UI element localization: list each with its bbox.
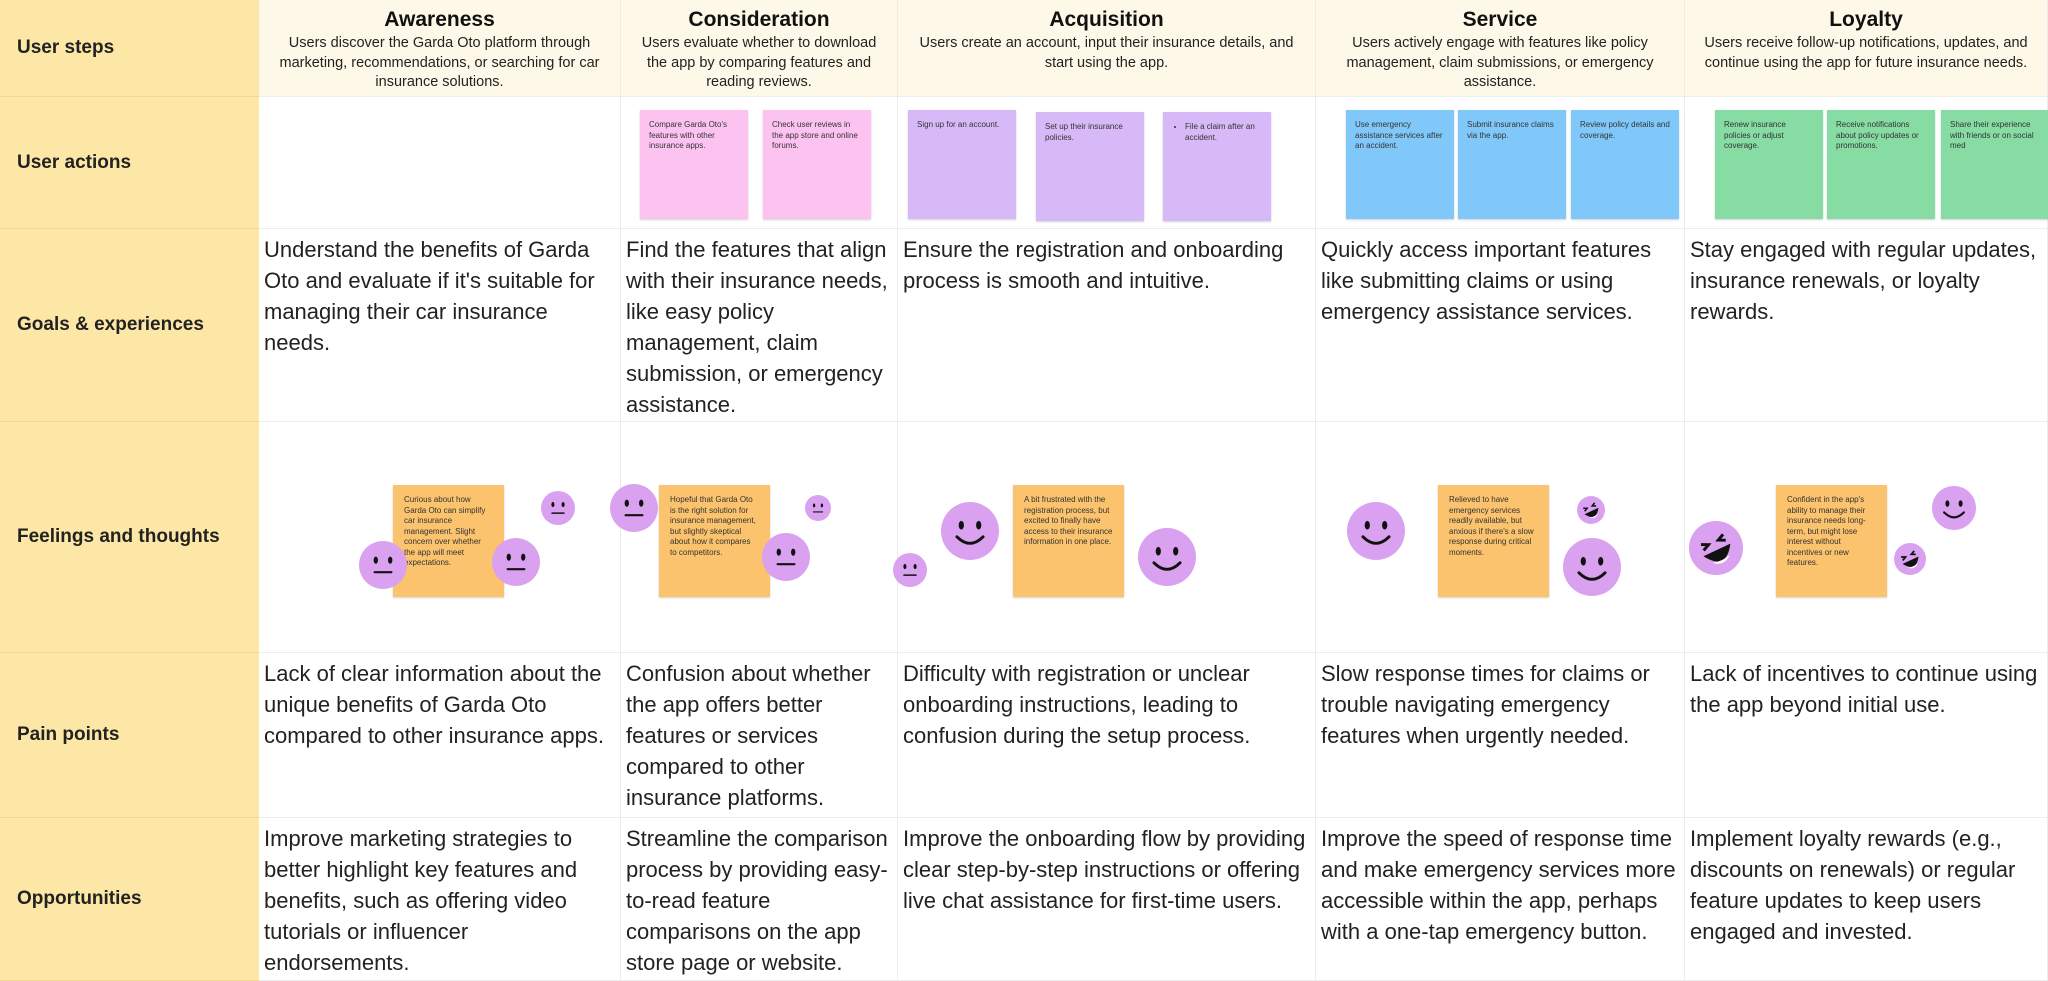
row-label: Feelings and thoughts — [0, 422, 259, 653]
emoji-face — [1894, 543, 1926, 575]
emoji-face — [805, 495, 831, 521]
goal: Ensure the registration and onboarding p… — [898, 229, 1316, 422]
emoji-face — [1563, 538, 1621, 596]
action-text: Compare Garda Oto's features with other … — [649, 120, 728, 150]
feeling-sticky: Hopeful that Garda Oto is the right solu… — [659, 485, 770, 597]
feeling-sticky: A bit frustrated with the registration p… — [1013, 485, 1124, 597]
action-text: Submit insurance claims via the app. — [1467, 120, 1554, 140]
emoji-face — [541, 491, 575, 525]
action-sticky: Share their experience with friends or o… — [1941, 110, 2048, 219]
emoji-face — [1932, 486, 1976, 530]
action-sticky: Renew insurance policies or adjust cover… — [1715, 110, 1823, 219]
stage-description: Users receive follow-up notifications, u… — [1704, 35, 2028, 71]
emoji-face — [1689, 521, 1743, 575]
emoji-face — [941, 502, 999, 560]
row-label: Goals & experiences — [0, 229, 259, 422]
feelings-cell — [259, 422, 621, 653]
action-text: Renew insurance policies or adjust cover… — [1724, 120, 1786, 150]
stage-description: Users create an account, input their ins… — [919, 35, 1294, 71]
stage-header: Service Users actively engage with featur… — [1316, 0, 1685, 97]
stage-header: Loyalty Users receive follow-up notificat… — [1685, 0, 2048, 97]
stage-description: Users actively engage with features like… — [1346, 35, 1654, 90]
stage-description: Users discover the Garda Oto platform th… — [279, 35, 600, 90]
stage-name: Awareness — [384, 8, 495, 31]
opportunity: Improve marketing strategies to better h… — [259, 818, 621, 981]
feelings-cell — [898, 422, 1316, 653]
stage-description: Users evaluate whether to download the a… — [641, 35, 877, 90]
action-sticky: Use emergency assistance services after … — [1346, 110, 1454, 219]
action-text: Use emergency assistance services after … — [1355, 120, 1443, 150]
action-text: Check user reviews in the app store and … — [772, 120, 858, 150]
emoji-face — [893, 553, 927, 587]
feeling-sticky: Confident in the app's ability to manage… — [1776, 485, 1887, 597]
stage-name: Acquisition — [1049, 8, 1164, 31]
emoji-face — [492, 538, 540, 586]
goal: Stay engaged with regular updates, insur… — [1685, 229, 2048, 422]
action-sticky: Compare Garda Oto's features with other … — [640, 110, 748, 219]
row-label: Pain points — [0, 653, 259, 818]
goal: Quickly access important features like s… — [1316, 229, 1685, 422]
action-sticky: Sign up for an account. — [908, 110, 1016, 219]
action-text: Set up their insurance policies. — [1045, 122, 1123, 142]
stage-name: Service — [1462, 8, 1538, 31]
action-text: File a claim after an accident. — [1185, 122, 1262, 143]
action-sticky: Submit insurance claims via the app. — [1458, 110, 1566, 219]
stage-header: Awareness Users discover the Garda Oto pl… — [259, 0, 621, 97]
emoji-face — [1577, 496, 1605, 524]
feelings-cell — [621, 422, 898, 653]
opportunity: Implement loyalty rewards (e.g., discoun… — [1685, 818, 2048, 981]
row-label: Opportunities — [0, 818, 259, 981]
actions-cell — [259, 97, 621, 229]
goal: Understand the benefits of Garda Oto and… — [259, 229, 621, 422]
action-sticky: Check user reviews in the app store and … — [763, 110, 871, 219]
pain-point: Slow response times for claims or troubl… — [1316, 653, 1685, 818]
emoji-face — [762, 533, 810, 581]
pain-point: Confusion about whether the app offers b… — [621, 653, 898, 818]
actions-cell — [621, 97, 898, 229]
emoji-face — [359, 541, 407, 589]
feeling-sticky: Curious about how Garda Oto can simplify… — [393, 485, 504, 597]
feelings-cell — [1316, 422, 1685, 653]
goal: Find the features that align with their … — [621, 229, 898, 422]
row-label: User actions — [0, 97, 259, 229]
pain-point: Difficulty with registration or unclear … — [898, 653, 1316, 818]
emoji-face — [1347, 502, 1405, 560]
opportunity: Improve the onboarding flow by providing… — [898, 818, 1316, 981]
stage-header: Consideration Users evaluate whether to d… — [621, 0, 898, 97]
pain-point: Lack of clear information about the uniq… — [259, 653, 621, 818]
actions-cell — [898, 97, 1316, 229]
action-sticky: Set up their insurance policies. — [1036, 112, 1144, 221]
feeling-sticky: Relieved to have emergency services read… — [1438, 485, 1549, 597]
action-text: Share their experience with friends or o… — [1950, 120, 2034, 150]
stage-name: Consideration — [688, 8, 830, 31]
pain-point: Lack of incentives to continue using the… — [1685, 653, 2048, 818]
emoji-face — [1138, 528, 1196, 586]
row-label: User steps — [0, 0, 259, 97]
actions-cell — [1316, 97, 1685, 229]
action-sticky: Review policy details and coverage. — [1571, 110, 1679, 219]
action-text: Receive notifications about policy updat… — [1836, 120, 1919, 150]
emoji-face — [610, 484, 658, 532]
action-sticky: File a claim after an accident. — [1163, 112, 1271, 221]
stage-name: Loyalty — [1829, 8, 1903, 31]
action-text: Sign up for an account. — [917, 120, 1000, 129]
opportunity: Improve the speed of response time and m… — [1316, 818, 1685, 981]
action-text: Review policy details and coverage. — [1580, 120, 1670, 140]
opportunity: Streamline the comparison process by pro… — [621, 818, 898, 981]
stage-header: Acquisition Users create an account, inpu… — [898, 0, 1316, 97]
action-sticky: Receive notifications about policy updat… — [1827, 110, 1935, 219]
